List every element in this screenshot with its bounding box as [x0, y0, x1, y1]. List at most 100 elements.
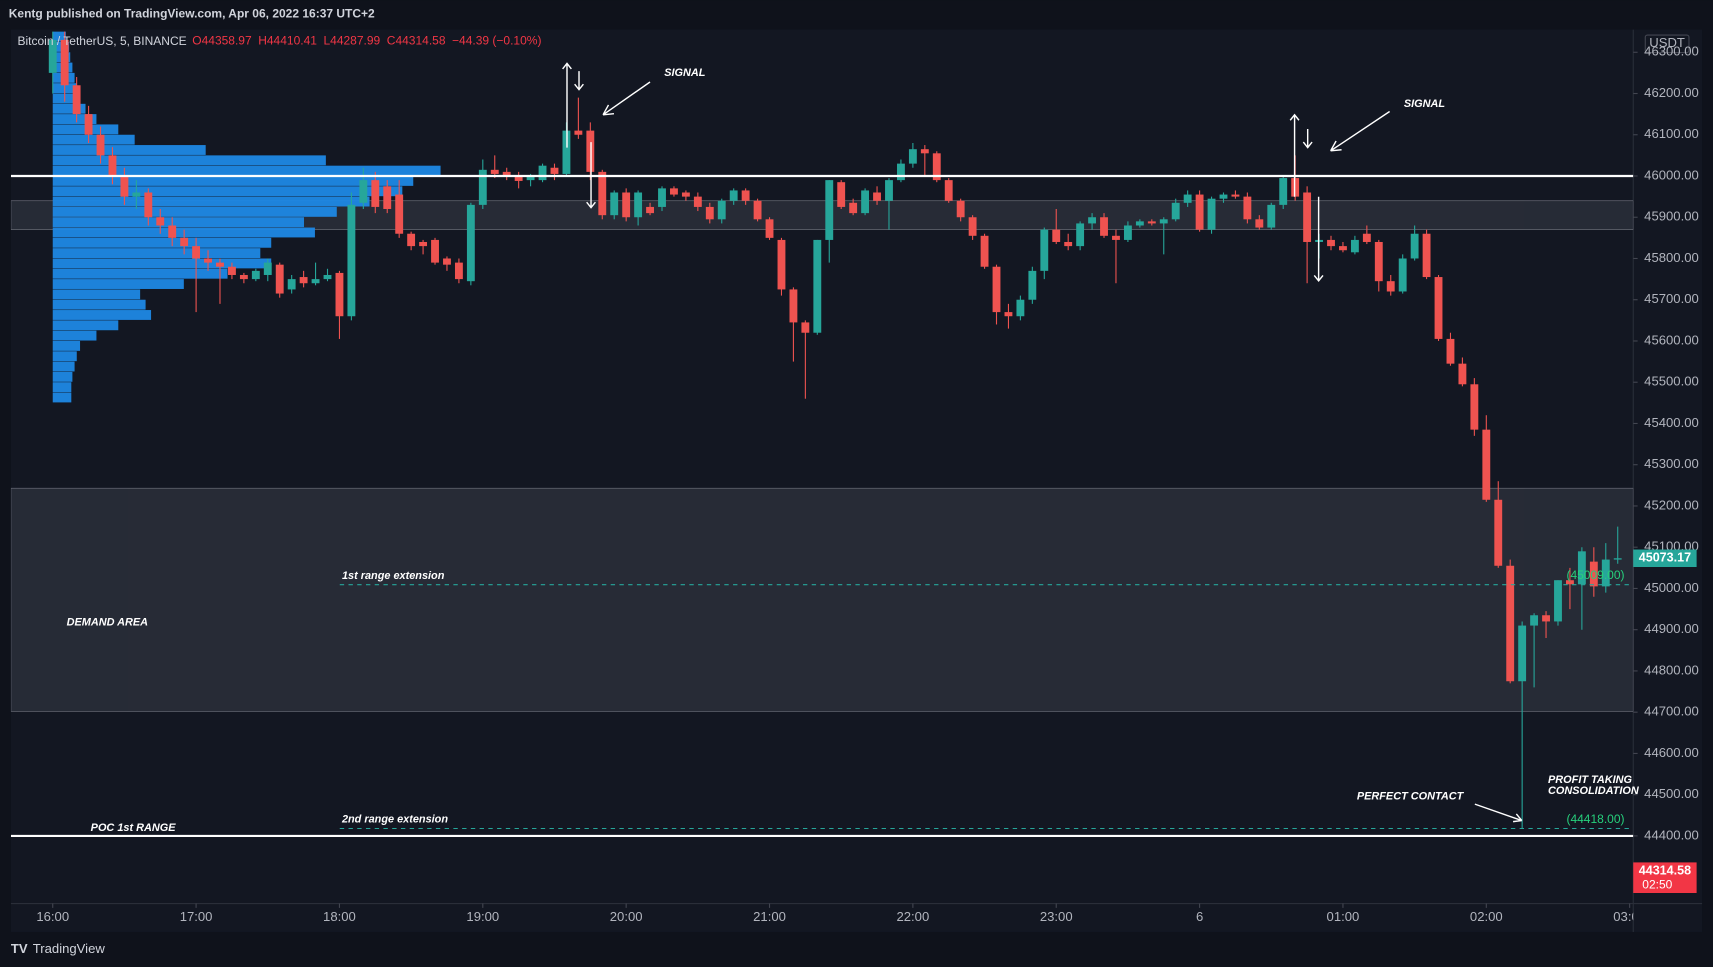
arrow [586, 142, 596, 209]
y-tick-label: 46100.00 [1644, 126, 1699, 141]
candle-body [466, 204, 475, 282]
candle-body [753, 200, 762, 220]
volume-profile-bar [52, 392, 72, 403]
arrow [1330, 110, 1391, 152]
legend-value: H44410.41 [258, 34, 317, 48]
arrow [1289, 113, 1300, 197]
candle-body [1374, 241, 1383, 282]
candle-body [180, 237, 189, 247]
annotation: DEMAND AREA [67, 617, 149, 629]
price-tag [1633, 549, 1697, 568]
x-tick-label: 17:00 [180, 909, 213, 924]
annotation: SIGNAL [1404, 98, 1446, 110]
candle-body [478, 169, 487, 205]
candle-body [1530, 615, 1539, 626]
volume-profile-bar [52, 206, 337, 217]
candle-body [168, 225, 177, 238]
candle-body [1195, 194, 1204, 230]
candle-body [598, 171, 607, 216]
y-tick-label: 45000.00 [1644, 580, 1699, 595]
candle-body [1100, 217, 1108, 236]
overlay: Bitcoin / TetherUS, 5, BINANCE USDT SIGN… [17, 34, 1690, 834]
candle-body [1064, 241, 1073, 247]
range-extension-price: (44418.00) [1566, 812, 1624, 826]
candle-body [72, 85, 81, 115]
volume-profile-bar [52, 196, 370, 207]
y-tick-label: 45800.00 [1644, 250, 1699, 265]
candle-body [861, 190, 870, 214]
candle-body [944, 180, 953, 201]
volume-profile-bar [52, 186, 403, 197]
candle-body [419, 241, 428, 247]
candle-body [873, 192, 881, 201]
currency: USDT [1649, 35, 1685, 50]
y-tick-label: 44500.00 [1644, 786, 1699, 801]
candle-body [407, 233, 416, 247]
legend-value: C44314.58 [387, 34, 446, 48]
arrow [1302, 128, 1313, 149]
candle-body [741, 190, 750, 201]
candle-body [431, 239, 439, 263]
y-tick-label: 45300.00 [1644, 456, 1699, 471]
annotation: POC 1st RANGE [91, 822, 177, 834]
x-tick-label: 21:00 [753, 909, 786, 924]
x-tick-label: 16:00 [36, 909, 69, 924]
annotation: PROFIT TAKING [1548, 774, 1633, 786]
x-tick-label: 18:00 [323, 909, 356, 924]
candle-body [658, 188, 666, 207]
candle-body [275, 264, 284, 294]
candle-body [1171, 202, 1180, 220]
volume-profile-bar [52, 330, 97, 341]
candle-body [1207, 198, 1216, 230]
candle-body [1422, 233, 1431, 278]
candle-body [1482, 429, 1491, 500]
candle-body [251, 270, 260, 280]
candle-body [1016, 299, 1025, 317]
volume-profile-bar [52, 268, 228, 279]
candle-body [371, 180, 380, 207]
candle-body [1219, 194, 1228, 199]
volume-profile-bar [52, 134, 135, 145]
candle-body [1554, 580, 1562, 622]
range-extension-label: 1st range extension [342, 570, 445, 582]
candle-body [48, 39, 57, 73]
candle-body [311, 279, 320, 284]
arrow [1313, 196, 1324, 282]
arrow [602, 81, 651, 116]
volume-profile-bar [52, 93, 81, 104]
candle-body [502, 171, 511, 177]
candle-body [335, 272, 344, 317]
volume-profile-bar [52, 31, 66, 42]
candle-body [1076, 223, 1085, 247]
candle-body [1040, 229, 1049, 271]
y-tick-label: 45600.00 [1644, 332, 1699, 347]
candle-body [1350, 239, 1359, 253]
volume-profile-bar [52, 320, 119, 331]
legend-value: O44358.97 [192, 34, 252, 48]
candle-body [610, 192, 619, 216]
plot [10, 31, 1634, 838]
candle-body [526, 176, 535, 181]
time-axis: 16:00 17:00 18:00 19:00 20:00 21:00 22:00 23:00… [36, 903, 1633, 924]
candle-body [84, 114, 93, 135]
y-tick-label: 45700.00 [1644, 291, 1699, 306]
candle-body [1303, 192, 1312, 242]
candle-body [1542, 615, 1550, 622]
y-tick-label: 45500.00 [1644, 374, 1699, 389]
y-tick-label: 44400.00 [1644, 827, 1699, 842]
candle-body [932, 153, 941, 181]
candle-body [1327, 239, 1335, 247]
footer-brand: TradingView [33, 941, 106, 956]
candle-body [395, 194, 404, 234]
legend-symbol: Bitcoin / TetherUS, 5, BINANCE [17, 34, 186, 48]
candle-body [1243, 196, 1252, 220]
candle-body [1518, 625, 1527, 682]
candle-body [1601, 559, 1610, 587]
volume-profile-bar [52, 340, 81, 351]
candle-body [347, 204, 356, 317]
candle-body [1159, 219, 1168, 224]
candle-body [897, 163, 905, 181]
candle-body [562, 130, 571, 174]
